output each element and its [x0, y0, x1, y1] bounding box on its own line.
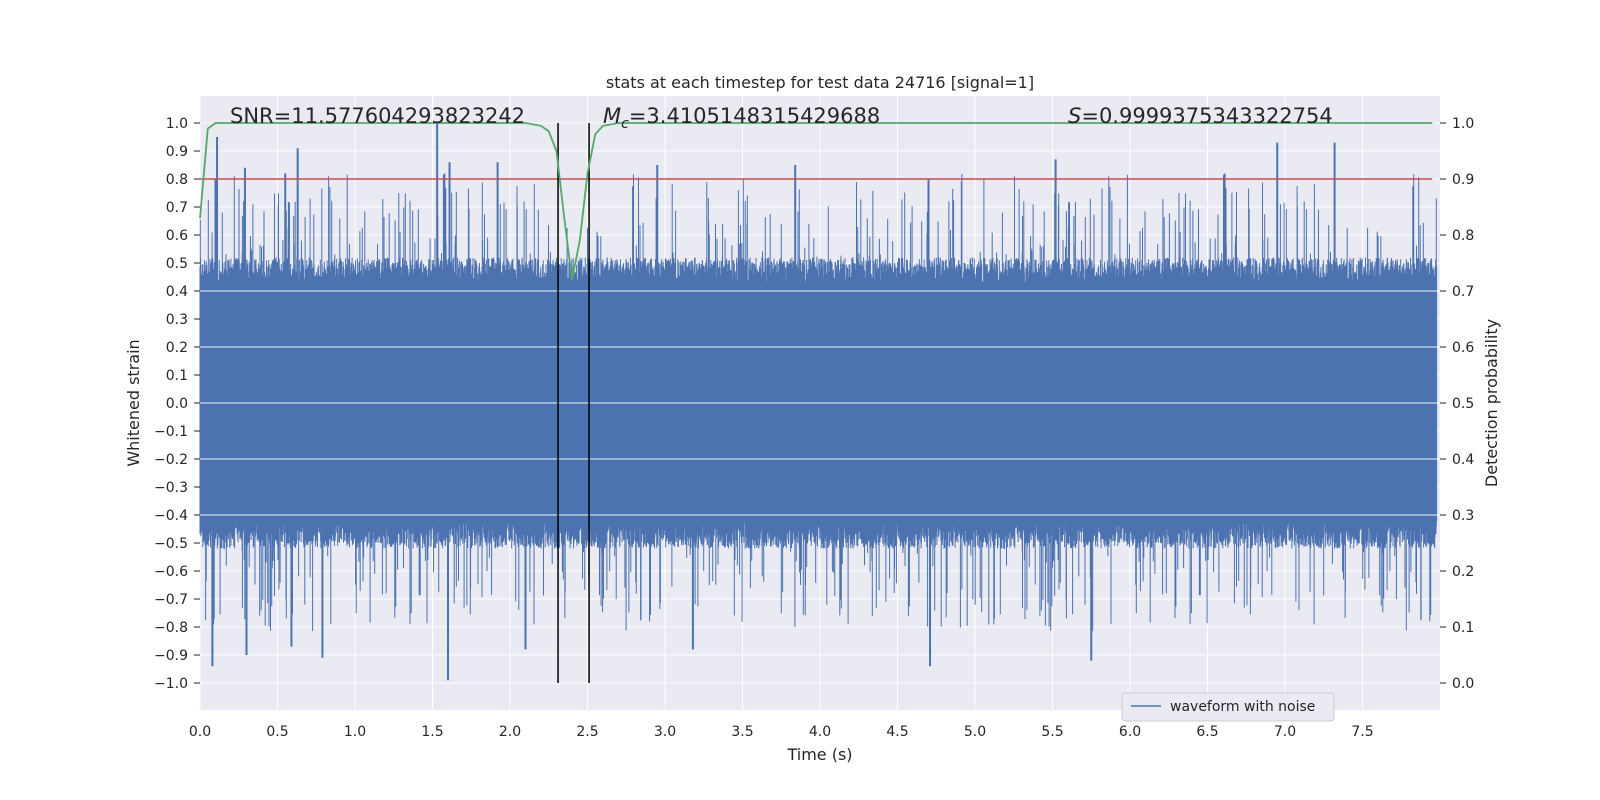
left-y-tick-label: −0.2 — [154, 452, 188, 468]
left-y-tick-label: −1.0 — [154, 676, 188, 692]
snr-annotation: SNR=11.577604293823242 — [230, 104, 525, 128]
right-y-tick-label: 0.8 — [1452, 228, 1474, 244]
overlay-lines — [199, 122, 1440, 683]
x-tick-label: 3.5 — [731, 724, 753, 740]
left-y-tick-label: 0.9 — [166, 144, 188, 160]
x-tick-label: 5.5 — [1041, 724, 1063, 740]
left-y-tick-label: 0.8 — [166, 172, 188, 188]
left-y-tick-label: 0.4 — [166, 284, 188, 300]
x-tick-label: 7.5 — [1351, 724, 1373, 740]
x-tick-label: 3.0 — [654, 724, 676, 740]
x-tick-labels: 0.0 0.5 1.0 1.5 2.0 2.5 3.0 3.5 4.0 4.5 5.0 5.5 6.0 6… — [189, 724, 1374, 740]
detection-probability-line — [199, 122, 1433, 280]
x-tick-label: 2.0 — [499, 724, 521, 740]
left-y-tick-label: −0.4 — [154, 508, 188, 524]
left-y-tick-labels: 1.0 0.9 0.8 0.7 0.6 0.5 0.4 0.3 0.2 0.1 0.0 −0.1 −0.… — [154, 116, 200, 692]
x-tick-label: 5.0 — [964, 724, 986, 740]
x-tick-label: 2.5 — [576, 724, 598, 740]
right-y-tick-label: 0.1 — [1452, 620, 1474, 636]
right-y-tick-label: 1.0 — [1452, 116, 1474, 132]
s-annotation: S=0.9999375343322754 — [1068, 104, 1333, 128]
legend-label: waveform with noise — [1170, 699, 1315, 715]
legend: waveform with noise — [1121, 692, 1335, 722]
left-y-tick-label: 0.3 — [166, 312, 188, 328]
right-y-tick-label: 0.5 — [1452, 396, 1474, 412]
right-y-tick-label: 0.6 — [1452, 340, 1474, 356]
x-tick-label: 6.0 — [1119, 724, 1141, 740]
left-y-tick-label: −0.5 — [154, 536, 188, 552]
left-y-axis-label: Whitened strain — [124, 339, 143, 466]
x-tick-label: 1.0 — [344, 724, 366, 740]
right-y-tick-label: 0.3 — [1452, 508, 1474, 524]
x-tick-label: 6.5 — [1196, 724, 1218, 740]
right-y-tick-label: 0.9 — [1452, 172, 1474, 188]
left-y-tick-label: 0.7 — [166, 200, 188, 216]
chirp-mass-annotation: Mc=3.4105148315429688 — [603, 104, 880, 132]
left-y-tick-label: 0.0 — [166, 396, 188, 412]
right-y-axis-label: Detection probability — [1482, 319, 1501, 487]
left-y-tick-label: 1.0 — [166, 116, 188, 132]
left-y-tick-label: 0.2 — [166, 340, 188, 356]
right-y-tick-labels: 1.0 0.9 0.8 0.7 0.6 0.5 0.4 0.3 0.2 0.1 0.0 — [1440, 116, 1474, 692]
x-axis-label: Time (s) — [786, 745, 852, 764]
right-y-tick-label: 0.7 — [1452, 284, 1474, 300]
legend-box — [1121, 692, 1335, 722]
left-y-tick-label: −0.1 — [154, 424, 188, 440]
left-y-tick-label: −0.3 — [154, 480, 188, 496]
chart-title: stats at each timestep for test data 247… — [606, 73, 1034, 92]
x-tick-label: 1.5 — [421, 724, 443, 740]
x-tick-label: 4.0 — [809, 724, 831, 740]
x-tick-label: 4.5 — [886, 724, 908, 740]
right-y-tick-label: 0.2 — [1452, 564, 1474, 580]
left-y-tick-label: −0.6 — [154, 564, 188, 580]
left-y-tick-label: −0.9 — [154, 648, 188, 664]
left-y-tick-label: −0.8 — [154, 620, 188, 636]
left-y-tick-label: 0.1 — [166, 368, 188, 384]
x-tick-label: 0.5 — [266, 724, 288, 740]
x-tick-label: 0.0 — [189, 724, 211, 740]
left-y-tick-label: −0.7 — [154, 592, 188, 608]
right-y-tick-label: 0.4 — [1452, 452, 1474, 468]
right-y-tick-label: 0.0 — [1452, 676, 1474, 692]
left-y-tick-label: 0.5 — [166, 256, 188, 272]
left-y-tick-label: 0.6 — [166, 228, 188, 244]
x-tick-label: 7.0 — [1274, 724, 1296, 740]
